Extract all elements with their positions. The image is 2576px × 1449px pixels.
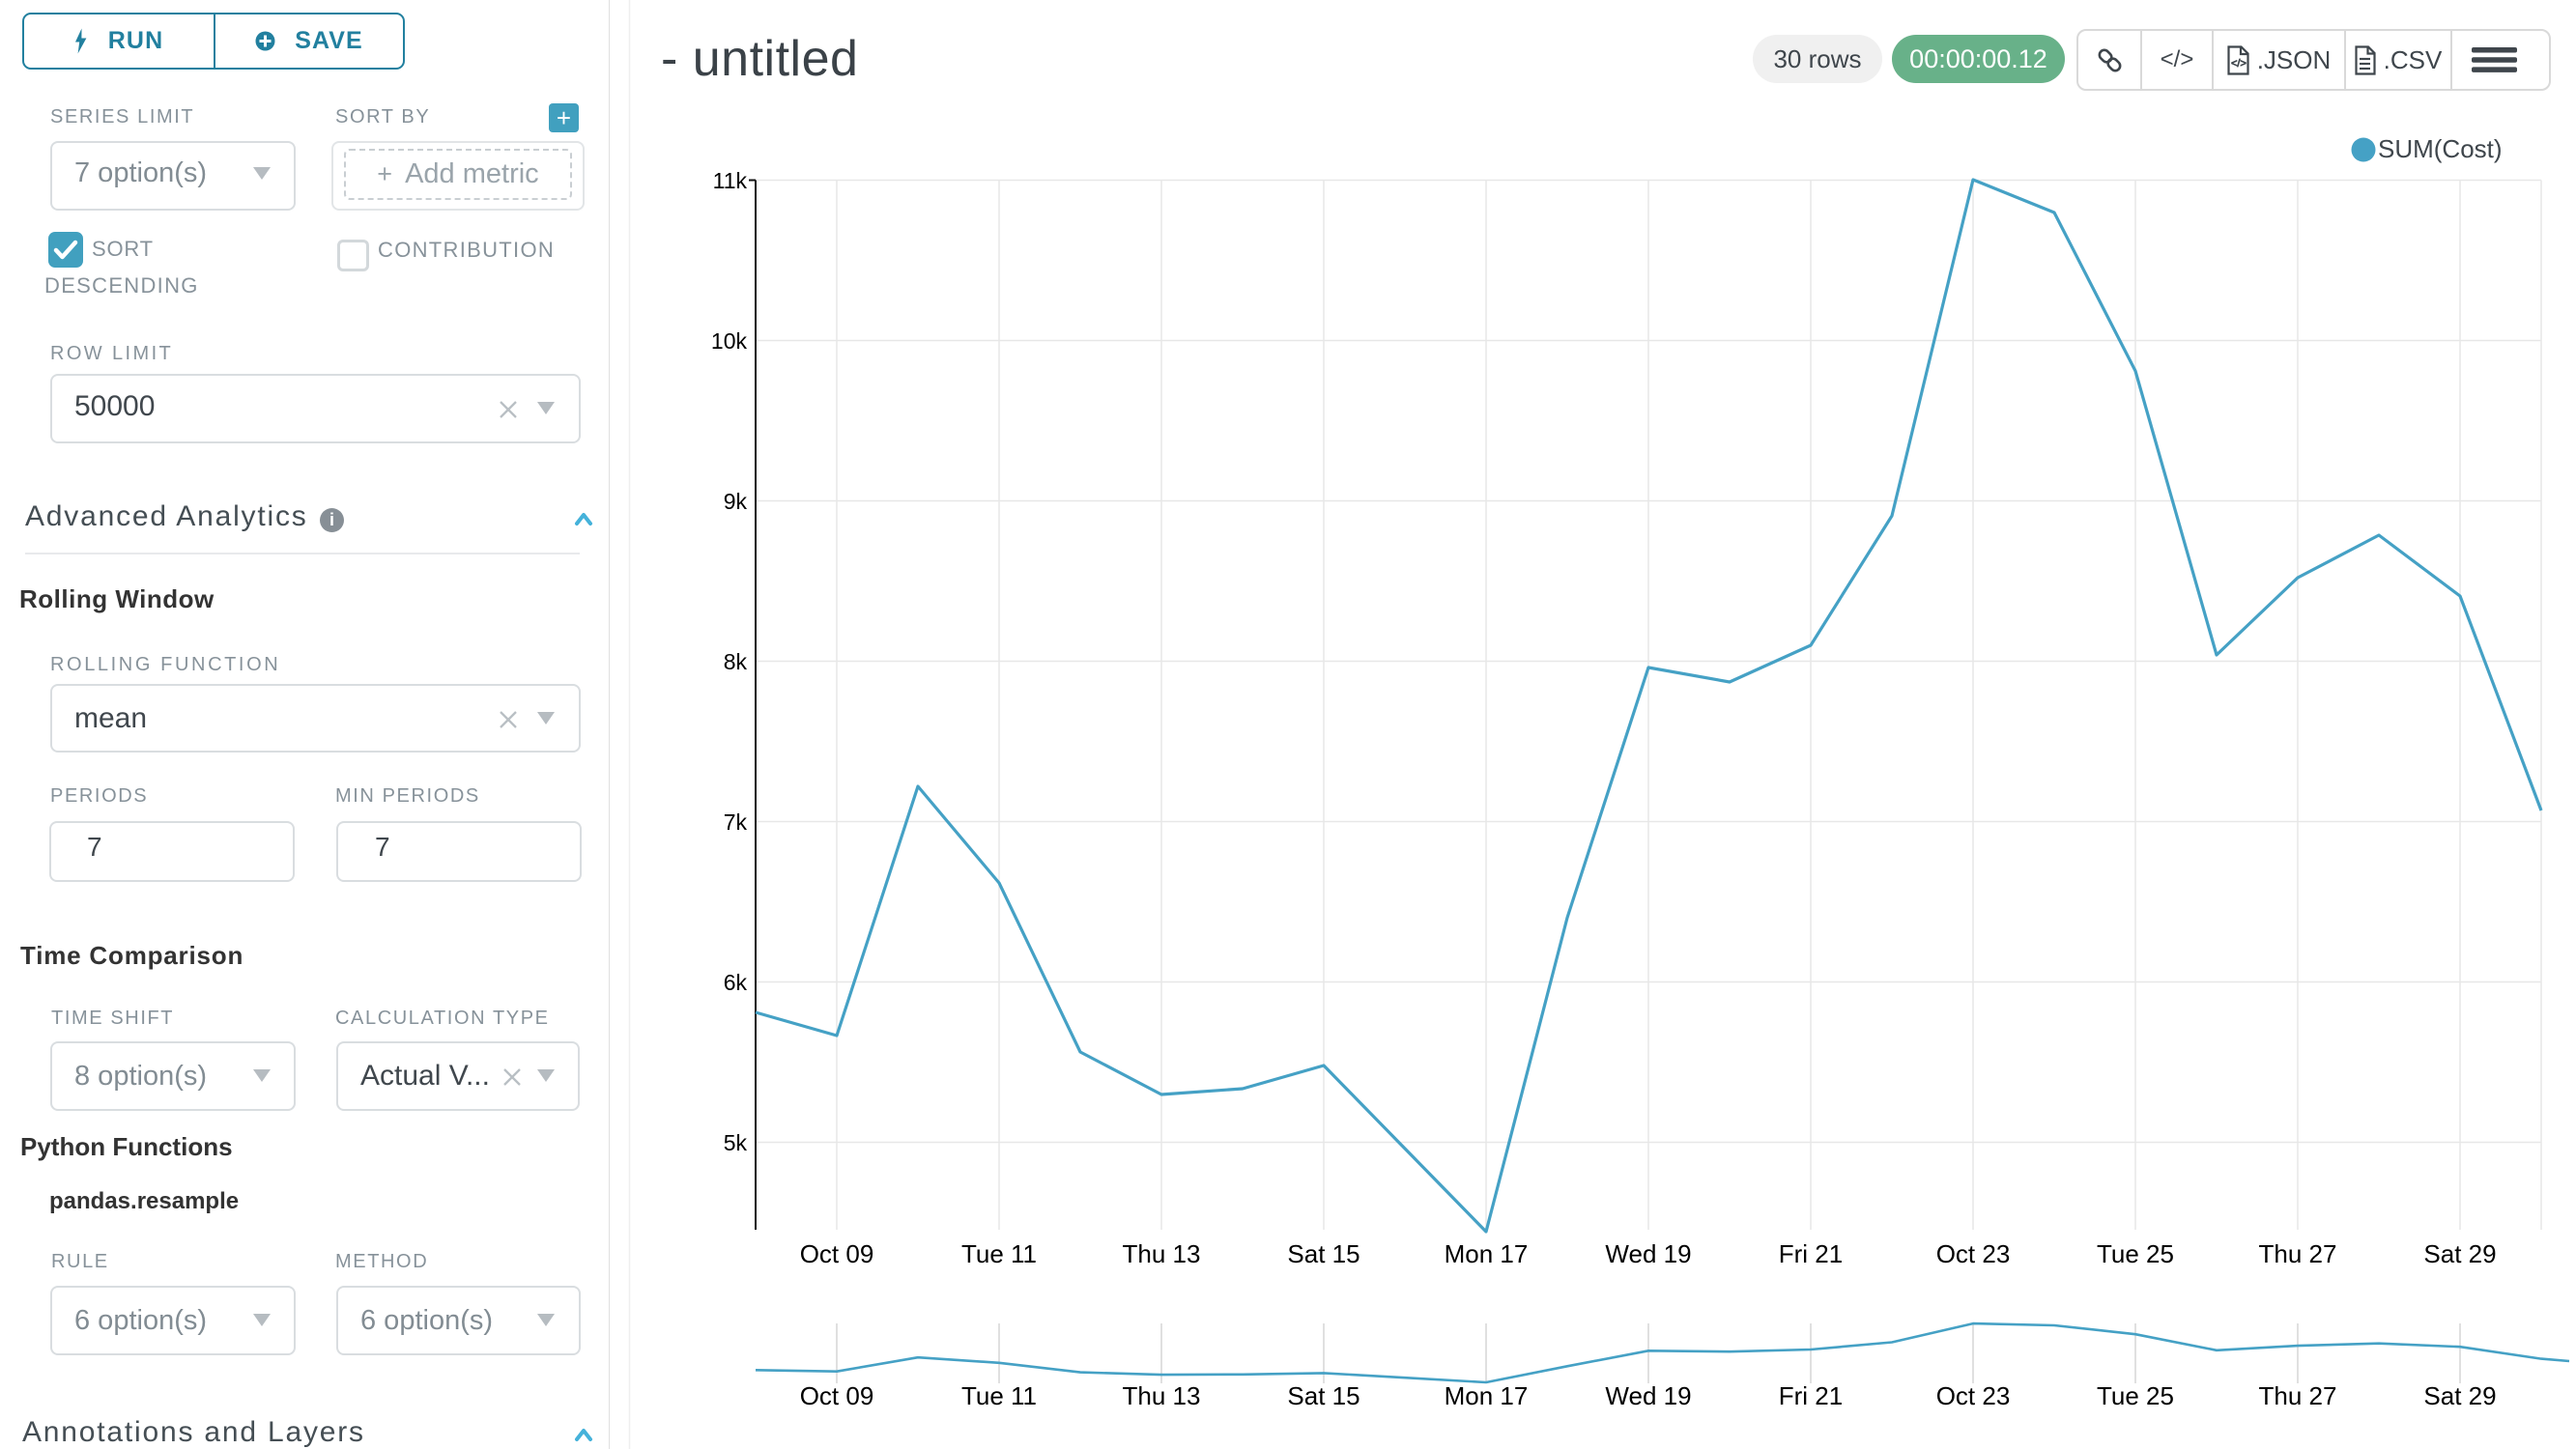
svg-text:Tue 25: Tue 25 — [2097, 1381, 2174, 1410]
svg-text:Sat 29: Sat 29 — [2423, 1239, 2496, 1268]
svg-text:Oct 09: Oct 09 — [800, 1381, 874, 1410]
svg-text:Sat 29: Sat 29 — [2423, 1381, 2496, 1410]
svg-text:Mon 17: Mon 17 — [1445, 1239, 1529, 1268]
svg-text:Wed 19: Wed 19 — [1605, 1381, 1691, 1410]
svg-text:Wed 19: Wed 19 — [1605, 1239, 1691, 1268]
svg-text:Sat 15: Sat 15 — [1287, 1239, 1360, 1268]
svg-text:11k: 11k — [713, 168, 748, 193]
svg-text:8k: 8k — [724, 649, 748, 674]
svg-text:</>: </> — [2231, 58, 2247, 70]
svg-text:Fri 21: Fri 21 — [1779, 1381, 1843, 1410]
svg-text:SUM(Cost): SUM(Cost) — [2378, 134, 2503, 163]
svg-text:Mon 17: Mon 17 — [1445, 1381, 1529, 1410]
svg-text:7k: 7k — [724, 810, 748, 835]
svg-text:Oct 23: Oct 23 — [1936, 1381, 2011, 1410]
svg-text:5k: 5k — [724, 1130, 748, 1155]
svg-text:6k: 6k — [724, 970, 748, 995]
svg-text:Thu 27: Thu 27 — [2259, 1381, 2337, 1410]
svg-text:Oct 23: Oct 23 — [1936, 1239, 2011, 1268]
svg-text:Tue 11: Tue 11 — [961, 1381, 1037, 1410]
svg-text:Fri 21: Fri 21 — [1779, 1239, 1843, 1268]
svg-text:Tue 25: Tue 25 — [2097, 1239, 2174, 1268]
svg-text:Thu 27: Thu 27 — [2259, 1239, 2337, 1268]
svg-text:Thu 13: Thu 13 — [1123, 1239, 1201, 1268]
svg-text:9k: 9k — [724, 489, 748, 514]
svg-text:Oct 09: Oct 09 — [800, 1239, 874, 1268]
svg-text:10k: 10k — [711, 328, 748, 354]
svg-text:Sat 15: Sat 15 — [1287, 1381, 1360, 1410]
svg-text:Thu 13: Thu 13 — [1123, 1381, 1201, 1410]
svg-text:Tue 11: Tue 11 — [961, 1239, 1037, 1268]
